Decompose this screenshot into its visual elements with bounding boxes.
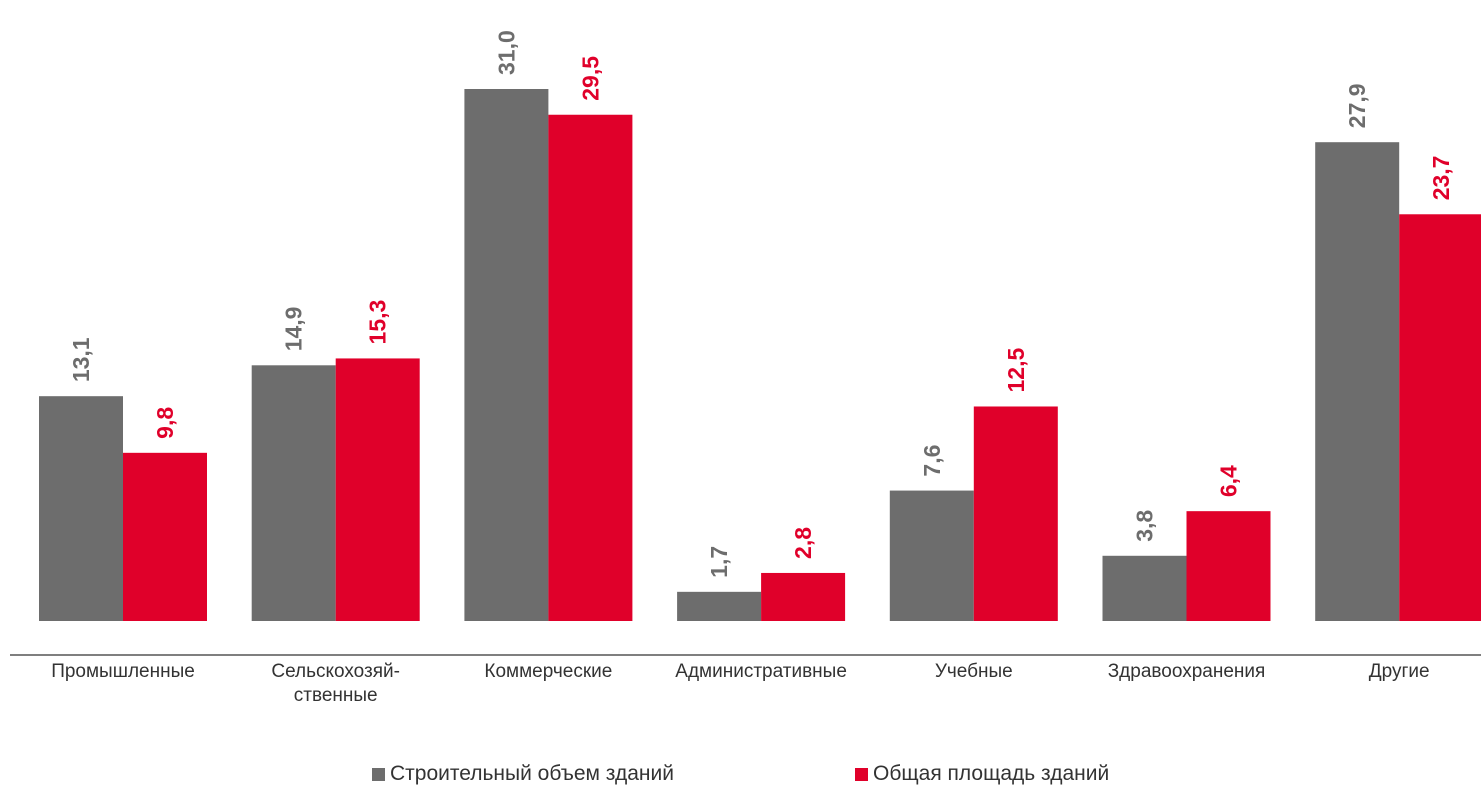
bar [677, 591, 762, 621]
x-tick-label: Административные [675, 661, 847, 682]
bar [39, 396, 123, 621]
bar [1186, 511, 1271, 621]
data-label: 14,9 [281, 307, 307, 352]
data-label: 31,0 [493, 30, 519, 75]
data-label: 13,1 [68, 337, 94, 382]
data-label: 9,8 [152, 407, 178, 439]
data-label: 2,8 [790, 527, 816, 559]
data-label: 6,4 [1216, 465, 1242, 497]
bar [1102, 555, 1187, 621]
data-label: 29,5 [577, 56, 603, 101]
bar [335, 358, 420, 621]
data-label: 7,6 [919, 445, 945, 477]
bar [1399, 214, 1481, 622]
legend-swatch [855, 767, 868, 781]
legend-label: Общая площадь зданий [873, 762, 1110, 785]
data-label: 23,7 [1428, 156, 1454, 201]
x-tick-label: Коммерческие [484, 661, 613, 682]
x-tick-label: Промышленные [51, 661, 195, 682]
legend-label: Строительный объем зданий [390, 762, 674, 785]
bar [123, 452, 207, 621]
data-label: 12,5 [1003, 348, 1029, 393]
bar [761, 572, 846, 621]
data-label: 15,3 [365, 300, 391, 345]
bar [889, 490, 974, 621]
bar [973, 406, 1058, 621]
bar [464, 89, 549, 621]
x-tick-label: Другие [1368, 661, 1430, 682]
x-tick-label: Здравоохранения [1107, 661, 1266, 682]
data-label: 27,9 [1344, 83, 1370, 128]
bar [1315, 142, 1400, 621]
legend-item: Общая площадь зданий [855, 762, 1109, 786]
data-label: 1,7 [706, 546, 732, 578]
bar [548, 114, 633, 621]
x-tick-label: Учебные [934, 661, 1013, 682]
x-tick-label: Сельскохозяй- ственные [271, 661, 400, 706]
bar [251, 365, 336, 621]
data-label: 3,8 [1132, 510, 1158, 542]
legend-item: Строительный объем зданий [372, 762, 674, 786]
legend-swatch [372, 767, 385, 781]
